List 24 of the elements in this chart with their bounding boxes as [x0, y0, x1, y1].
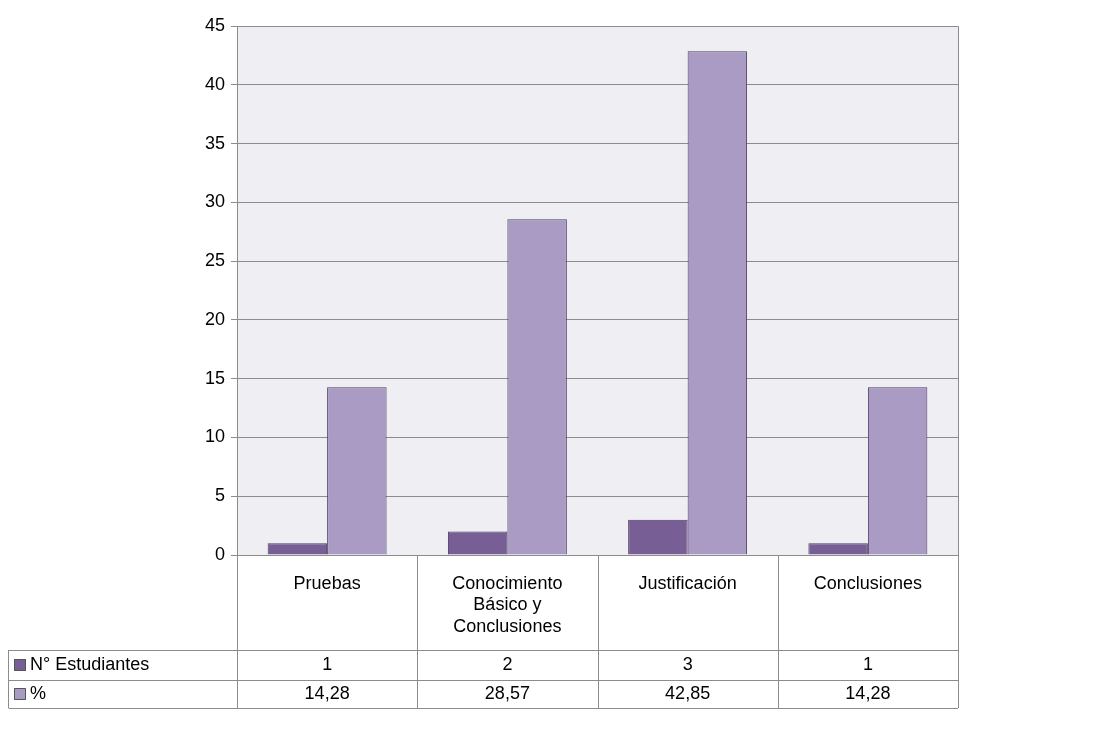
- data-label: 3: [682, 653, 693, 674]
- data-label: 42,85: [665, 682, 711, 703]
- data-label: 1: [862, 653, 873, 674]
- y-tick-label: 5: [214, 485, 225, 506]
- y-tick-label: 15: [204, 367, 225, 388]
- y-tick-label: 40: [204, 73, 225, 94]
- y-tick-label: 0: [214, 543, 225, 564]
- data-label: 28,57: [484, 682, 530, 703]
- x-tick-label: Justificación: [638, 572, 737, 593]
- data-label: 2: [502, 653, 513, 674]
- data-label: 1: [322, 653, 333, 674]
- y-tick-label: 45: [204, 14, 225, 35]
- legend-label: N° Estudiantes: [30, 653, 150, 674]
- x-tick-label: Conocimiento Básico y Conclusiones: [452, 572, 563, 636]
- legend-label: %: [30, 682, 47, 703]
- y-tick-label: 20: [204, 308, 225, 329]
- y-tick-label: 10: [204, 426, 225, 447]
- x-tick-label: Conclusiones: [813, 572, 922, 593]
- y-tick-label: 35: [204, 132, 225, 153]
- data-label: 14,28: [304, 682, 350, 703]
- y-tick-label: 30: [204, 191, 225, 212]
- y-tick-label: 25: [204, 250, 225, 271]
- data-label: 14,28: [845, 682, 891, 703]
- x-tick-label: Pruebas: [293, 572, 361, 593]
